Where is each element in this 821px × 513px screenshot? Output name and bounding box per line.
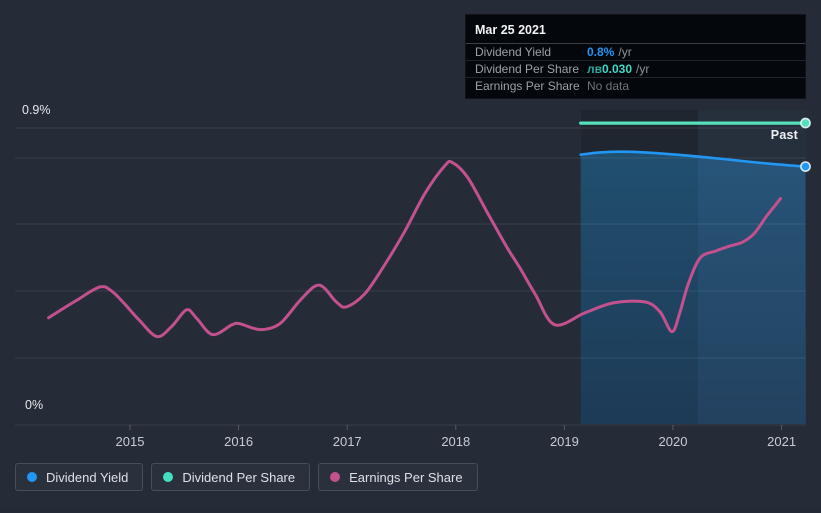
- dividend-yield-marker[interactable]: [800, 161, 811, 173]
- chart-tooltip: Mar 25 2021 Dividend Yield 0.8%/yr Divid…: [465, 14, 806, 99]
- legend-item-dividend-yield[interactable]: Dividend Yield: [15, 463, 144, 491]
- tooltip-row-dividend-per-share: Dividend Per Share лв0.030/yr: [466, 61, 805, 78]
- y-axis-label-top: 0.9%: [22, 103, 51, 117]
- tooltip-row-earnings-per-share: Earnings Per Share No data: [466, 78, 805, 94]
- earnings-per-share-dot-icon: [330, 472, 341, 482]
- x-axis-label-2020: 2020: [659, 434, 688, 449]
- dividend-yield-area: [580, 151, 806, 424]
- tooltip-value: 0.8%/yr: [587, 45, 632, 59]
- x-axis-label-2018: 2018: [441, 434, 470, 449]
- tooltip-value: лв0.030/yr: [587, 62, 650, 76]
- tooltip-row-dividend-yield: Dividend Yield 0.8%/yr: [466, 44, 805, 61]
- x-axis-label-2017: 2017: [333, 434, 362, 449]
- legend-item-earnings-per-share[interactable]: Earnings Per Share: [318, 463, 478, 491]
- earnings-per-share-line: [47, 159, 782, 339]
- legend-label: Dividend Per Share: [182, 469, 296, 485]
- dividend-yield-dot-icon: [27, 472, 37, 482]
- x-axis-label-2016: 2016: [224, 434, 253, 449]
- dividend-per-share-dot-icon: [163, 472, 174, 482]
- dividend-per-share-marker[interactable]: [800, 117, 811, 129]
- legend-label: Dividend Yield: [46, 469, 129, 485]
- legend-item-dividend-per-share[interactable]: Dividend Per Share: [151, 463, 311, 491]
- x-axis-label-2021: 2021: [767, 434, 796, 449]
- x-axis-label-2015: 2015: [116, 434, 145, 449]
- dividend-yield-line: [579, 150, 807, 168]
- past-label: Past: [770, 128, 798, 142]
- tooltip-label: Dividend Yield: [475, 45, 552, 59]
- x-axis-label-2019: 2019: [550, 434, 579, 449]
- tooltip-label: Earnings Per Share: [475, 79, 580, 93]
- legend-label: Earnings Per Share: [349, 469, 463, 485]
- tooltip-date: Mar 25 2021: [466, 20, 805, 44]
- tooltip-value: No data: [587, 79, 630, 93]
- chart-legend: Dividend Yield Dividend Per Share Earnin…: [15, 463, 478, 491]
- y-axis-label-bottom: 0%: [25, 398, 44, 412]
- tooltip-label: Dividend Per Share: [475, 62, 580, 76]
